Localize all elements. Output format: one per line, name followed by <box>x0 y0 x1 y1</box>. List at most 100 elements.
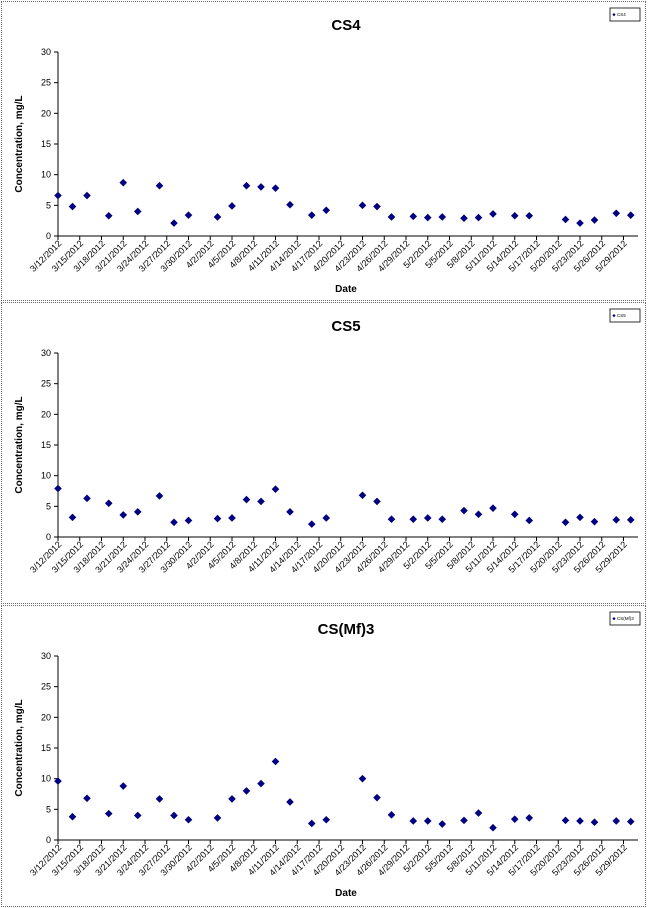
data-point <box>423 514 432 522</box>
data-point <box>83 794 91 803</box>
y-tick-label: 20 <box>41 409 51 419</box>
data-point <box>438 515 447 524</box>
data-point <box>489 504 497 512</box>
data-point <box>307 819 316 828</box>
data-point <box>184 815 193 824</box>
data-point <box>612 516 621 524</box>
chart-panel-cs4: CS4 CS4 0 5 10 15 20 25 30 Concentration, mg/L 3/1… <box>1 1 646 301</box>
y-tick-label: 0 <box>46 532 51 542</box>
data-point <box>271 757 280 766</box>
data-point <box>474 213 483 222</box>
data-point <box>510 815 519 823</box>
y-tick-label: 5 <box>46 200 51 210</box>
y-tick-label: 15 <box>41 743 51 753</box>
data-point <box>576 219 584 227</box>
data-point <box>460 506 468 515</box>
data-point <box>322 514 331 522</box>
data-point <box>68 202 77 211</box>
data-point <box>242 181 251 190</box>
data-point <box>213 514 222 523</box>
data-point <box>387 811 396 819</box>
legend-marker <box>612 13 616 17</box>
legend-label: CS(Mf)3 <box>617 616 634 621</box>
data-point <box>257 779 265 788</box>
data-point <box>423 817 432 825</box>
data-point <box>170 811 178 820</box>
data-point <box>423 213 432 222</box>
data-point <box>104 211 113 220</box>
data-point <box>387 515 396 524</box>
legend: CS4 <box>609 7 641 22</box>
data-point <box>213 213 222 221</box>
data-point <box>104 499 113 508</box>
data-point <box>626 211 635 219</box>
chart-panel-csmf3: CS(Mf)3 CS(Mf)3 0 5 10 15 20 25 30 Concentration,… <box>1 605 646 907</box>
data-point <box>576 513 584 522</box>
data-point <box>358 201 367 210</box>
data-point <box>228 795 236 803</box>
data-point <box>119 782 128 790</box>
data-point <box>307 211 316 219</box>
y-tick-label: 20 <box>41 712 51 722</box>
data-point <box>184 211 193 219</box>
y-tick-label: 30 <box>41 348 51 358</box>
data-point <box>307 520 316 528</box>
y-axis-title: Concentration, mg/L <box>14 95 25 192</box>
data-point <box>525 814 534 822</box>
data-point <box>170 518 178 527</box>
data-point <box>612 209 621 218</box>
data-point <box>242 495 251 504</box>
x-axis-title: Date <box>335 888 357 899</box>
data-point <box>271 485 280 493</box>
data-point <box>626 516 635 524</box>
data-point <box>155 492 164 500</box>
data-point <box>358 491 367 500</box>
y-tick-label: 0 <box>46 835 51 845</box>
data-point <box>242 787 251 795</box>
data-point <box>83 191 91 200</box>
chart-title: CS5 <box>331 318 360 335</box>
data-point <box>358 774 367 783</box>
legend: CS5 <box>609 308 641 323</box>
data-point <box>438 820 447 828</box>
y-tick-label: 25 <box>41 379 51 389</box>
data-point <box>373 497 381 506</box>
data-point <box>510 510 519 519</box>
data-point <box>474 510 483 519</box>
data-point <box>474 809 483 817</box>
chart-svg-csmf3: CS(Mf)3 CS(Mf)3 0 5 10 15 20 25 30 Concentration,… <box>14 611 641 899</box>
y-axis-title: Concentration, mg/L <box>14 699 25 796</box>
legend: CS(Mf)3 <box>609 611 641 626</box>
chart-title: CS4 <box>331 17 361 34</box>
legend-label: CS5 <box>617 313 626 318</box>
data-point <box>133 811 142 820</box>
data-point <box>409 212 418 221</box>
data-point <box>68 812 77 821</box>
y-tick-label: 15 <box>41 139 51 149</box>
data-point <box>286 798 294 806</box>
data-point <box>119 511 128 519</box>
data-point <box>626 817 635 826</box>
data-point <box>213 814 222 822</box>
data-point <box>409 817 418 825</box>
y-tick-label: 25 <box>41 682 51 692</box>
data-point <box>590 818 599 827</box>
data-point <box>257 497 265 506</box>
data-point <box>510 211 519 220</box>
data-point <box>322 206 331 215</box>
y-tick-label: 30 <box>41 651 51 661</box>
data-point <box>489 210 497 218</box>
y-axis-title: Concentration, mg/L <box>14 396 25 493</box>
data-point <box>525 211 534 220</box>
data-point <box>54 484 62 493</box>
data-point <box>271 184 280 192</box>
data-point <box>373 793 381 802</box>
data-point <box>184 516 193 525</box>
x-axis-title: Date <box>335 284 357 295</box>
data-point <box>409 515 418 524</box>
data-point <box>576 817 584 825</box>
data-point <box>612 817 621 825</box>
data-point <box>170 219 178 227</box>
